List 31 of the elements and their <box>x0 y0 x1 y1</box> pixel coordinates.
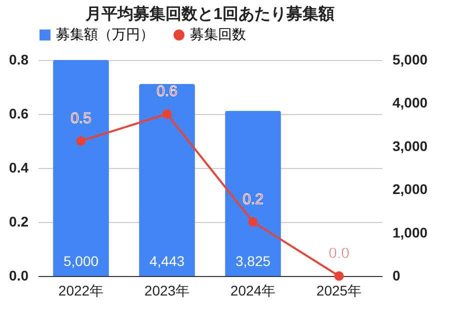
point <box>162 109 172 119</box>
y2-tick-label: 2,000 <box>392 181 428 198</box>
data-label: 0.6 <box>156 83 178 100</box>
bar <box>139 84 195 276</box>
x-tick-label: 2024年 <box>230 282 276 298</box>
y2-tick-label: 3,000 <box>392 138 428 154</box>
y-tick-label: 0.6 <box>9 106 29 122</box>
y-tick-label: 0.0 <box>9 268 29 284</box>
x-tick-label: 2022年 <box>58 282 104 298</box>
y2-tick-label: 0 <box>392 268 400 284</box>
data-label: 0.5 <box>70 110 92 127</box>
chart-title: 月平均募集回数と1回あたり募集額 <box>84 5 334 23</box>
y-tick-label: 0.8 <box>9 52 29 68</box>
legend-label: 募集額（万円） <box>56 26 154 42</box>
x-tick-label: 2023年 <box>144 282 190 298</box>
y2-tick-label: 1,000 <box>392 224 428 240</box>
data-label: 5,000 <box>63 253 99 269</box>
legend-label: 募集回数 <box>190 26 246 42</box>
bar <box>225 110 281 276</box>
data-label: 4,443 <box>149 253 185 269</box>
data-label: 3,825 <box>235 253 271 269</box>
y-tick-label: 0.4 <box>9 160 29 176</box>
point <box>334 271 344 281</box>
x-tick-label: 2025年 <box>316 282 362 298</box>
bar <box>53 60 109 276</box>
y-tick-label: 0.2 <box>9 214 29 230</box>
y2-tick-label: 5,000 <box>392 52 428 68</box>
y2-tick-label: 4,000 <box>392 94 428 111</box>
data-label: 0.2 <box>242 191 264 208</box>
point <box>76 136 86 146</box>
point <box>248 217 258 227</box>
